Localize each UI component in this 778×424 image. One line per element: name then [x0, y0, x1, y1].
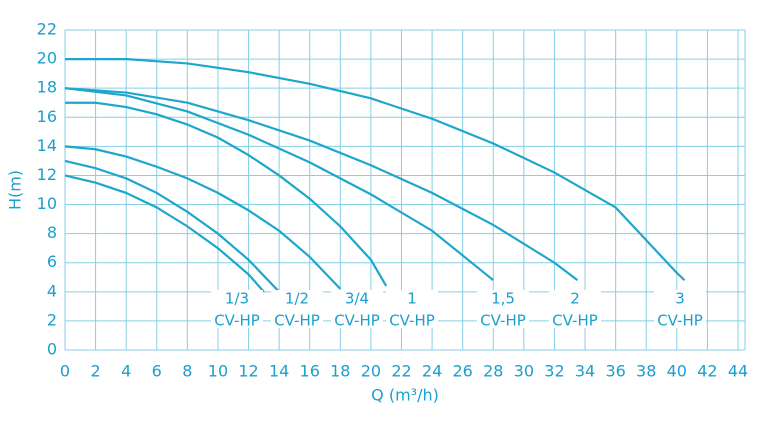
series-label: 1	[407, 290, 417, 308]
y-tick-label: 14	[37, 136, 57, 155]
y-axis-title: H(m)	[6, 170, 25, 210]
label-background	[331, 290, 383, 328]
x-tick-label: 18	[330, 362, 350, 381]
label-background	[386, 290, 438, 328]
y-tick-label: 10	[37, 194, 57, 213]
x-tick-label: 26	[453, 362, 473, 381]
series-label: 2	[570, 290, 580, 308]
series-model: CV-HP	[480, 312, 526, 330]
label-background	[271, 290, 323, 328]
pump-curve	[64, 87, 579, 282]
series-label: 3/4	[345, 290, 369, 308]
series-model: CV-HP	[274, 312, 320, 330]
series-model: CV-HP	[552, 312, 598, 330]
series-model: CV-HP	[334, 312, 380, 330]
x-tick-label: 2	[90, 362, 100, 381]
x-tick-label: 36	[605, 362, 625, 381]
x-tick-label: 0	[60, 362, 70, 381]
x-tick-label: 30	[514, 362, 534, 381]
series-label: 1,5	[491, 290, 515, 308]
y-tick-label: 16	[37, 107, 57, 126]
x-tick-label: 16	[300, 362, 320, 381]
series-model: CV-HP	[389, 312, 435, 330]
y-tick-label: 22	[37, 20, 57, 39]
y-tick-label: 20	[37, 49, 57, 68]
series-model: CV-HP	[214, 312, 260, 330]
y-tick-label: 6	[47, 252, 57, 271]
x-tick-label: 44	[728, 362, 748, 381]
x-axis-title: Q (m³/h)	[371, 386, 439, 405]
series-label: 3	[675, 290, 685, 308]
y-tick-label: 18	[37, 78, 57, 97]
x-tick-label: 42	[697, 362, 717, 381]
series-label: 1/3	[225, 290, 249, 308]
x-tick-label: 14	[269, 362, 289, 381]
series-label: 1/2	[285, 290, 309, 308]
x-tick-label: 24	[422, 362, 442, 381]
x-tick-label: 10	[208, 362, 228, 381]
x-tick-label: 40	[667, 362, 687, 381]
label-background	[654, 290, 706, 328]
x-tick-label: 8	[182, 362, 192, 381]
pump-curve	[64, 159, 280, 293]
y-tick-label: 4	[47, 281, 57, 300]
series-model: CV-HP	[657, 312, 703, 330]
label-background	[549, 290, 601, 328]
x-tick-label: 12	[238, 362, 258, 381]
x-tick-label: 34	[575, 362, 595, 381]
pump-curve	[64, 87, 494, 282]
y-tick-label: 0	[47, 340, 57, 359]
pump-curve	[64, 145, 342, 290]
x-tick-label: 38	[636, 362, 656, 381]
x-tick-label: 28	[483, 362, 503, 381]
y-tick-label: 2	[47, 310, 57, 329]
x-tick-label: 4	[121, 362, 131, 381]
y-tick-label: 8	[47, 223, 57, 242]
pump-curve	[65, 101, 388, 287]
x-tick-label: 22	[391, 362, 411, 381]
label-background	[211, 290, 263, 328]
x-tick-label: 32	[544, 362, 564, 381]
label-background	[477, 290, 529, 328]
x-tick-label: 6	[152, 362, 162, 381]
x-tick-label: 20	[361, 362, 381, 381]
pump-curve	[64, 174, 265, 293]
y-tick-label: 12	[37, 165, 57, 184]
pump-curve	[65, 57, 686, 281]
